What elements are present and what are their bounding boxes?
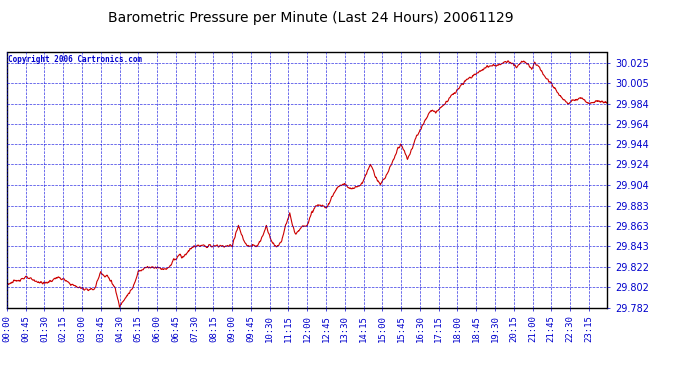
Text: Barometric Pressure per Minute (Last 24 Hours) 20061129: Barometric Pressure per Minute (Last 24 … [108, 11, 513, 25]
Text: Copyright 2006 Cartronics.com: Copyright 2006 Cartronics.com [8, 55, 142, 64]
